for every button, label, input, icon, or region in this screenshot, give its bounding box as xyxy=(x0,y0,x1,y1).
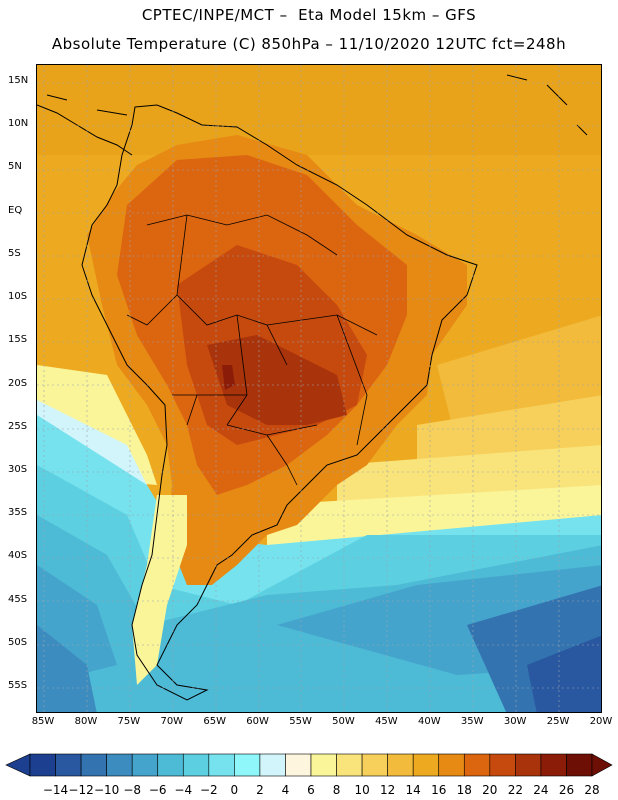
patagonia-cool xyxy=(132,495,187,685)
colorbar-swatch xyxy=(131,753,159,777)
colorbar-swatch xyxy=(361,753,388,777)
colorbar-tick-label: 10 xyxy=(354,783,370,797)
country-borders xyxy=(126,214,378,486)
lat-label: 30S xyxy=(8,463,28,475)
lon-label: 35W xyxy=(460,716,484,727)
lat-label: 25S xyxy=(8,420,28,432)
lat-label: 5N xyxy=(8,161,22,173)
lon-label: 85W xyxy=(31,716,55,727)
colorbar-tick-label: 18 xyxy=(456,783,472,797)
colorbar-tick-label: 0 xyxy=(230,783,239,797)
colorbar-tick-label: 4 xyxy=(281,783,290,797)
lon-label: 30W xyxy=(503,716,527,727)
colorbar-swatch xyxy=(285,753,312,777)
colorbar-tick-label: −12 xyxy=(68,783,94,797)
colorbar-tick-label: 12 xyxy=(379,783,396,797)
lat-label: 15S xyxy=(8,334,28,346)
coastline-south-america xyxy=(81,104,478,701)
colorbar-tick-label: 2 xyxy=(256,783,264,797)
lon-label: 20W xyxy=(589,716,613,727)
colorbar-swatch xyxy=(489,753,516,777)
field-north-band xyxy=(37,65,601,155)
colorbar-swatch xyxy=(259,753,286,777)
lon-label: 75W xyxy=(117,716,141,727)
colorbar-tick-label: 6 xyxy=(307,783,315,797)
colorbar-tick-label: 26 xyxy=(558,783,575,797)
colorbar-swatch xyxy=(387,753,414,777)
colorbar-tick-label: 8 xyxy=(332,783,341,797)
lat-label: 10S xyxy=(8,291,28,303)
lon-label: 40W xyxy=(417,716,441,727)
colorbar-tick-label: 20 xyxy=(482,783,498,797)
title-line-2: Absolute Temperature (C) 850hPa – 11/10/… xyxy=(51,35,567,53)
map-canvas xyxy=(37,65,601,712)
colorbar-tick-label: −2 xyxy=(199,783,218,797)
lon-label: 70W xyxy=(160,716,184,727)
title-line-1: CPTEC/INPE/MCT – Eta Model 15km – GFS xyxy=(141,6,477,24)
colorbar-tick-label: 22 xyxy=(507,783,523,797)
colorbar-tick-label: 14 xyxy=(405,783,421,797)
lat-label: 10N xyxy=(8,118,29,130)
lon-label: 50W xyxy=(332,716,355,727)
lat-label: 55S xyxy=(8,680,28,691)
colorbar-swatch xyxy=(182,753,210,777)
lat-label: 40S xyxy=(8,550,28,562)
colorbar-swatch xyxy=(463,753,491,777)
field-pacific-18 xyxy=(37,215,117,405)
lon-label: 60W xyxy=(246,716,269,727)
colorbar-swatch xyxy=(29,753,56,777)
colorbar-under-triangle xyxy=(5,753,31,777)
colorbar-tick-label: −8 xyxy=(123,783,142,797)
lon-label: 65W xyxy=(203,716,226,727)
field-colder-neg8 xyxy=(37,625,97,712)
lon-label: 45W xyxy=(375,716,398,727)
colorbar-swatch xyxy=(80,753,107,777)
lat-label: 20S xyxy=(8,377,28,389)
lon-label: 25W xyxy=(546,716,570,727)
colorbar-swatch xyxy=(310,753,337,777)
lat-label: EQ xyxy=(8,204,23,216)
islands-caribbean xyxy=(506,74,588,136)
colorbar-tick-label: 24 xyxy=(533,783,549,797)
colorbar-over-triangle xyxy=(591,753,613,777)
temperature-map xyxy=(36,64,602,713)
colorbar-tick-label: 28 xyxy=(584,783,600,797)
colorbar-swatch xyxy=(234,753,261,777)
lon-label: 80W xyxy=(74,716,98,727)
colorbar-swatch xyxy=(566,753,593,777)
lat-label: 50S xyxy=(8,636,28,648)
continent-28 xyxy=(222,365,235,390)
colorbar-swatch xyxy=(515,753,542,777)
colorbar-swatch xyxy=(208,753,235,777)
colorbar-swatch xyxy=(438,753,465,777)
lon-label: 55W xyxy=(289,716,312,727)
colorbar-tick-label: −4 xyxy=(174,783,193,797)
colorbar-swatch xyxy=(106,753,133,777)
colorbar-swatch xyxy=(540,753,567,777)
lat-label: 15N xyxy=(8,75,29,86)
lat-label: 45S xyxy=(8,593,28,605)
colorbar-tick-label: −14 xyxy=(42,783,69,797)
colorbar-swatch xyxy=(336,753,363,777)
colorbar-swatch xyxy=(157,753,184,777)
field-colder-neg14 xyxy=(527,635,601,712)
lat-label: 5S xyxy=(8,247,21,259)
colorbar xyxy=(5,753,613,777)
grid-lines xyxy=(37,65,601,712)
colorbar-swatch xyxy=(412,753,440,777)
colorbar-tick-label: −6 xyxy=(148,783,167,797)
colorbar-tick-label: 16 xyxy=(431,783,447,797)
colorbar-swatch xyxy=(55,753,82,777)
colorbar-tick-label: −10 xyxy=(93,783,120,797)
lat-label: 35S xyxy=(8,507,28,519)
